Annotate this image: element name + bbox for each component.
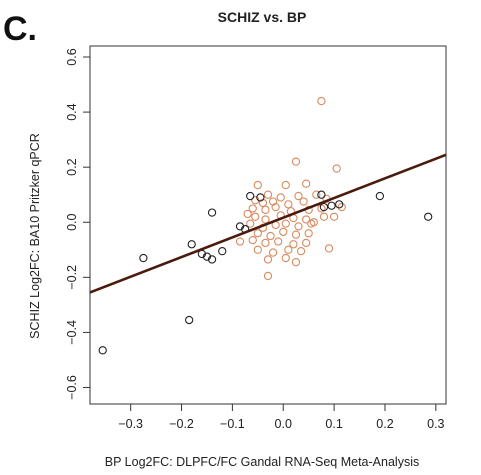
- data-point-orange: [284, 200, 293, 209]
- panel-label: C.: [3, 10, 37, 48]
- data-point-orange: [284, 245, 293, 254]
- y-axis-label: SCHIZ Log2FC: BA10 Pritzker qPCR: [28, 133, 42, 339]
- data-point-orange: [243, 209, 252, 219]
- data-point-orange: [266, 231, 275, 241]
- plot-area: −0.3 −0.2 −0.1 0.0 0.1 0.2 0.3 −0.6 −0.4 −0.2 0.0 0…: [65, 45, 447, 431]
- data-point-black: [375, 191, 385, 201]
- data-point-orange: [281, 180, 290, 190]
- data-point-orange: [289, 240, 298, 249]
- data-point-orange: [261, 205, 270, 215]
- data-point-orange: [312, 190, 321, 199]
- data-point-orange: [263, 190, 273, 199]
- y-tick-label: 0.6: [65, 48, 79, 65]
- y-tick-label: −0.4: [65, 320, 79, 345]
- data-point-orange: [251, 196, 260, 205]
- data-point-orange: [291, 230, 301, 239]
- y-tick-label: 0.2: [65, 158, 79, 175]
- data-point-orange: [261, 238, 270, 248]
- data-point-orange: [271, 202, 280, 212]
- data-point-orange: [253, 229, 262, 238]
- chart-title: SCHIZ vs. BP: [218, 9, 307, 25]
- x-tick-label: 0.1: [325, 417, 342, 431]
- data-point-black: [207, 255, 217, 264]
- data-point-orange: [268, 248, 278, 257]
- data-point-orange: [261, 215, 270, 224]
- data-point-orange: [248, 235, 257, 245]
- y-tick-label: 0.4: [65, 103, 79, 120]
- data-point-black: [335, 200, 344, 209]
- data-point-orange: [294, 222, 303, 231]
- data-point-black: [218, 247, 227, 256]
- data-point-orange: [304, 229, 313, 238]
- data-point-orange: [276, 193, 285, 202]
- x-tick-label: −0.1: [220, 417, 245, 431]
- data-point-orange: [251, 212, 260, 221]
- data-point-black: [185, 315, 194, 325]
- data-point-orange: [281, 253, 290, 263]
- regression-line: [89, 153, 447, 294]
- data-point-orange: [301, 179, 311, 188]
- data-point-orange: [301, 238, 311, 248]
- y-tick-label: 0.0: [65, 214, 79, 231]
- data-point-black: [235, 222, 245, 231]
- data-point-orange: [268, 197, 278, 206]
- data-point-orange: [263, 255, 273, 264]
- plot-frame: [89, 45, 447, 405]
- x-tick-label: −0.3: [118, 417, 143, 431]
- data-point-black: [246, 191, 255, 201]
- x-tick-label: −0.2: [169, 417, 194, 431]
- data-point-orange: [309, 218, 318, 227]
- data-point-orange: [324, 244, 334, 253]
- data-point-orange: [299, 197, 308, 206]
- data-point-black: [207, 208, 217, 217]
- data-point-black: [424, 212, 433, 221]
- data-point-black: [319, 202, 329, 212]
- data-point-orange: [246, 219, 255, 228]
- data-point-orange: [332, 164, 341, 173]
- data-point-black: [139, 253, 148, 263]
- data-point-black: [317, 190, 326, 199]
- data-point-black: [98, 346, 107, 355]
- data-point-orange: [319, 212, 329, 221]
- data-point-orange: [279, 227, 288, 237]
- data-point-black: [202, 252, 212, 261]
- data-point-orange: [301, 215, 311, 224]
- data-point-orange: [296, 247, 306, 256]
- data-point-black: [327, 201, 336, 210]
- data-point-orange: [291, 157, 301, 166]
- data-point-black: [187, 240, 196, 249]
- x-axis-label: BP Log2FC: DLPFC/FC Gandal RNA-Seq Meta-…: [105, 455, 419, 469]
- data-point-orange: [281, 219, 290, 228]
- data-point-orange: [248, 204, 257, 213]
- data-point-orange: [294, 191, 303, 201]
- y-tick-label: −0.6: [65, 375, 79, 400]
- data-point-orange: [235, 237, 245, 246]
- data-point-black: [256, 193, 265, 202]
- y-tick-label: −0.2: [65, 265, 79, 290]
- data-point-orange: [253, 180, 262, 190]
- data-point-orange: [263, 271, 273, 281]
- data-point-orange: [337, 202, 346, 212]
- data-point-orange: [258, 198, 268, 208]
- x-tick-label: 0.2: [376, 417, 393, 431]
- x-tick-label: 0.3: [427, 417, 444, 431]
- data-point-orange: [291, 258, 301, 267]
- x-tick-label: 0.0: [275, 417, 292, 431]
- data-point-orange: [253, 245, 262, 254]
- data-point-orange: [329, 212, 339, 221]
- data-point-orange: [274, 237, 283, 246]
- data-point-orange: [317, 96, 326, 106]
